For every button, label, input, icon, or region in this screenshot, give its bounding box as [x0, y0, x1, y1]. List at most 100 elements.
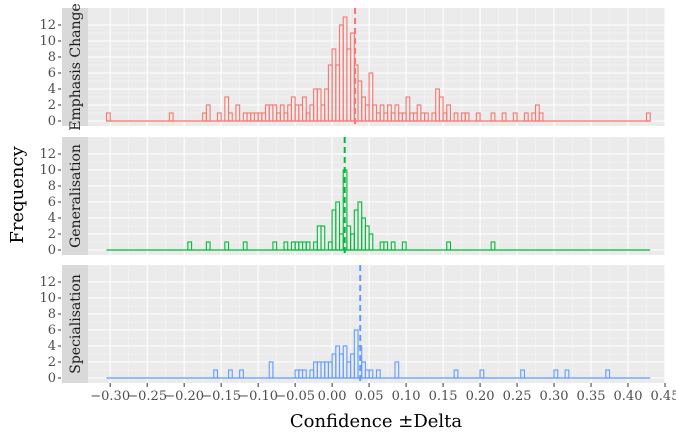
x-tick-label: 0.25: [503, 389, 532, 404]
histogram-bar: [235, 104, 241, 122]
histogram-bar: [401, 241, 407, 251]
histogram-bar: [520, 369, 525, 379]
x-tick-label: 0.05: [355, 389, 384, 404]
x-tick-label: 0.10: [392, 389, 421, 404]
histogram-bar: [305, 241, 311, 251]
x-tick-label: −0.30: [90, 389, 130, 404]
facet-strip-label: Emphasis Change: [68, 3, 84, 130]
histogram-bar: [368, 233, 374, 251]
x-tick-label: 0.30: [540, 389, 569, 404]
facet-strip: [62, 137, 88, 255]
y-tick-label: 4: [48, 82, 56, 97]
histogram-bar: [239, 369, 244, 379]
y-tick-label: 4: [48, 339, 56, 354]
histogram-bar: [538, 112, 544, 122]
x-tick-label: 0.15: [429, 389, 458, 404]
histogram-bar: [105, 112, 111, 122]
x-tick-label: 0.35: [577, 389, 606, 404]
histogram-bar: [301, 96, 307, 122]
y-tick-label: 4: [48, 211, 56, 226]
histogram-bar: [490, 241, 496, 251]
histogram-bar: [283, 241, 289, 251]
y-tick-label: 8: [48, 50, 56, 65]
y-axis-title: Frequency: [7, 145, 28, 243]
histogram-bar: [605, 369, 611, 379]
histogram-bar: [501, 112, 507, 122]
x-tick-label: −0.15: [201, 389, 241, 404]
panel-background: [88, 137, 665, 255]
y-tick-label: 10: [39, 163, 56, 178]
histogram-bar: [424, 112, 429, 122]
facet-strip: [62, 265, 88, 383]
x-tick-label: −0.10: [238, 389, 278, 404]
histogram-bar: [213, 369, 219, 379]
histogram-bar: [490, 112, 496, 122]
facet-strip-label: Specialisation: [68, 274, 84, 374]
y-tick-label: 0: [48, 371, 56, 386]
x-tick-label: −0.25: [127, 389, 167, 404]
histogram-bar: [228, 112, 233, 122]
y-tick-label: 2: [48, 227, 56, 242]
y-tick-label: 6: [48, 66, 56, 81]
histogram-bar: [216, 112, 222, 122]
histogram-bar: [205, 241, 211, 251]
histogram-bar: [446, 104, 452, 122]
histogram-bar: [187, 241, 193, 251]
facet-strip: [62, 8, 88, 126]
y-tick-label: 12: [39, 147, 56, 162]
histogram-bar: [475, 112, 481, 122]
histogram-bar: [301, 369, 307, 379]
histogram-bar: [464, 112, 470, 122]
y-tick-label: 8: [48, 179, 56, 194]
y-tick-label: 12: [39, 275, 56, 290]
facet-strip-label: Generalisation: [68, 144, 84, 248]
x-tick-label: −0.05: [275, 389, 315, 404]
y-tick-label: 10: [39, 34, 56, 49]
x-tick-label: 0.45: [651, 389, 676, 404]
x-axis-title: Confidence ±Delta: [290, 411, 463, 432]
histogram-bar: [390, 241, 396, 251]
histogram-bar: [453, 369, 459, 379]
y-tick-label: 2: [48, 355, 56, 370]
x-tick-label: 0.20: [466, 389, 495, 404]
histogram-bar: [553, 369, 559, 379]
histogram-bar: [394, 361, 400, 379]
y-tick-label: 0: [48, 114, 56, 129]
histogram-bar: [224, 96, 230, 122]
histogram-bar: [368, 72, 374, 122]
y-tick-label: 10: [39, 291, 56, 306]
histogram-bar: [242, 241, 248, 251]
y-tick-label: 0: [48, 243, 56, 258]
histogram-bar: [446, 241, 452, 251]
histogram-bar: [383, 241, 389, 251]
histogram-bar: [512, 112, 518, 122]
y-tick-label: 12: [39, 18, 56, 33]
histogram-bar: [368, 369, 374, 379]
histogram-bar: [438, 96, 444, 122]
histogram-bar: [479, 369, 485, 379]
y-tick-label: 6: [48, 195, 56, 210]
histogram-bar: [523, 112, 529, 122]
y-tick-label: 2: [48, 98, 56, 113]
histogram-bar: [168, 112, 174, 122]
x-tick-label: 0.40: [614, 389, 643, 404]
histogram-bar: [405, 96, 411, 122]
x-tick-label: −0.20: [164, 389, 204, 404]
histogram-bar: [224, 241, 230, 251]
histogram-bar: [564, 369, 570, 379]
histogram-bar: [320, 225, 326, 251]
y-tick-label: 6: [48, 323, 56, 338]
x-tick-label: 0.00: [318, 389, 347, 404]
histogram-bar: [335, 201, 341, 251]
histogram-bar: [375, 369, 381, 379]
histogram-bar: [453, 112, 459, 122]
histogram-bar: [205, 104, 211, 122]
histogram-bar: [268, 361, 274, 379]
histogram-bar: [272, 241, 278, 251]
y-tick-label: 8: [48, 307, 56, 322]
histogram-bar: [228, 369, 233, 379]
